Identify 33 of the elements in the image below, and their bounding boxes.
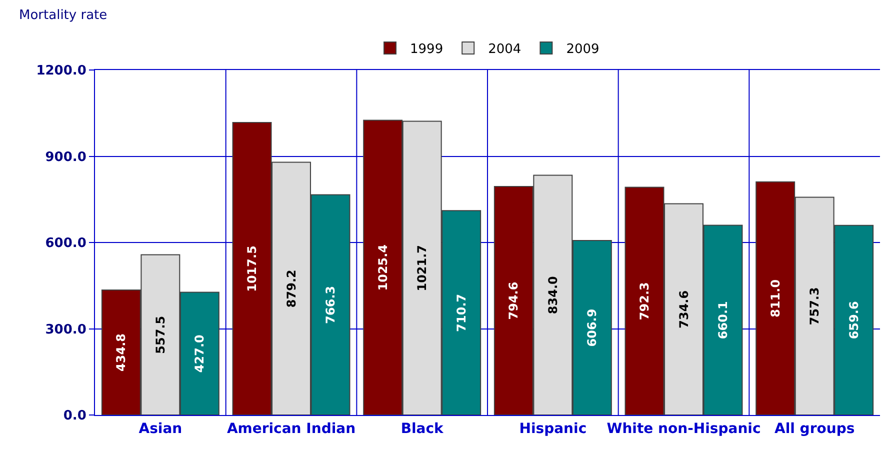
x-tick-label: All groups [774, 420, 855, 437]
data-label: 1017.5 [245, 246, 259, 292]
legend-label: 2009 [566, 42, 600, 58]
data-label: 792.3 [638, 282, 652, 320]
data-label: 794.6 [506, 282, 521, 320]
y-tick-label: 0.0 [63, 408, 86, 424]
data-label: 834.0 [546, 276, 560, 314]
data-label: 427.0 [192, 334, 207, 373]
data-label: 557.5 [153, 316, 168, 354]
data-label: 434.8 [114, 334, 128, 372]
y-tick-label: 300.0 [45, 322, 86, 338]
legend-label: 1999 [410, 42, 444, 58]
x-tick-label: White non-Hispanic [606, 420, 761, 437]
y-tick-label: 900.0 [45, 150, 86, 165]
data-label: 1021.7 [415, 244, 430, 292]
x-tick-label: Hispanic [519, 420, 587, 437]
data-label: 757.3 [808, 287, 822, 326]
data-label: 710.7 [454, 294, 468, 332]
data-label: 659.6 [846, 301, 861, 340]
x-tick-label: American Indian [226, 420, 356, 437]
y-tick-label: 1200.0 [36, 64, 86, 79]
data-label: 879.2 [284, 270, 298, 308]
data-label: 734.6 [676, 290, 691, 328]
data-label: 811.0 [768, 279, 782, 318]
x-tick-label: Black [400, 420, 444, 437]
x-tick-label: Asian [138, 420, 182, 437]
data-label: 1025.4 [376, 244, 390, 291]
y-tick-label: 600.0 [45, 236, 86, 252]
data-label: 660.1 [716, 301, 730, 340]
legend-label: 2004 [488, 42, 522, 58]
y-axis-title: Mortality rate [19, 8, 108, 23]
data-label: 766.3 [324, 286, 338, 324]
data-label: 606.9 [585, 308, 600, 347]
